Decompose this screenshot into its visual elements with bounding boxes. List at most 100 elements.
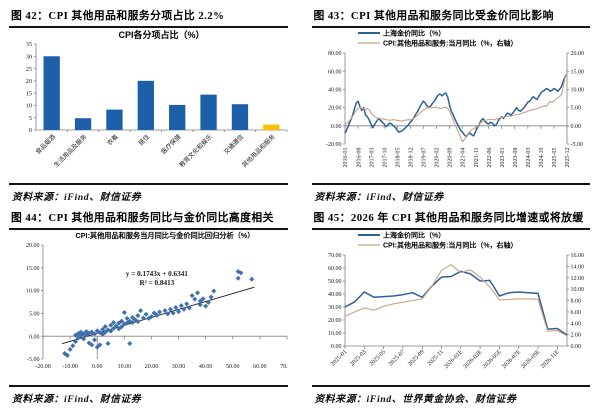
svg-text:10.00: 10.00 bbox=[570, 88, 584, 94]
svg-text:4.00: 4.00 bbox=[570, 321, 581, 327]
figure-42-panel: 图 42：CPI 其他用品和服务分项占比 2.2% CPI各分项占比（%） 0 5 1… bbox=[9, 5, 288, 203]
svg-text:0.00: 0.00 bbox=[331, 344, 342, 350]
svg-text:0: 0 bbox=[29, 127, 32, 134]
figure-45-panel: 图 45：2026 年 CPI 其他用品和服务同比增速或将放缓 上海金价同比（%… bbox=[311, 207, 591, 405]
svg-text:40.00: 40.00 bbox=[328, 88, 342, 94]
svg-text:15: 15 bbox=[26, 90, 32, 97]
svg-text:2016-08: 2016-08 bbox=[356, 148, 362, 168]
svg-text:5.00: 5.00 bbox=[570, 106, 581, 112]
svg-text:70.00: 70.00 bbox=[280, 364, 287, 370]
svg-text:2018-12: 2018-12 bbox=[408, 148, 414, 168]
svg-text:2025-01: 2025-01 bbox=[330, 349, 348, 367]
svg-text:2.00: 2.00 bbox=[570, 333, 581, 339]
svg-text:40.00: 40.00 bbox=[328, 292, 342, 298]
svg-text:2017-03: 2017-03 bbox=[369, 148, 375, 168]
svg-text:60.00: 60.00 bbox=[328, 266, 342, 272]
svg-text:2019-07: 2019-07 bbox=[421, 148, 427, 168]
svg-text:30.00: 30.00 bbox=[328, 305, 342, 311]
svg-text:R² = 0.8413: R² = 0.8413 bbox=[139, 279, 174, 287]
svg-text:2025-11: 2025-11 bbox=[426, 349, 444, 367]
svg-text:10: 10 bbox=[26, 103, 32, 110]
svg-text:-10.00: -10.00 bbox=[62, 364, 78, 370]
gold-cpi-forecast-line-chart: 上海金价同比（%）CPI:其他用品和服务:当月同比（%，右轴） 0.00 10.00… bbox=[328, 230, 584, 370]
svg-text:衣着: 衣着 bbox=[105, 133, 119, 147]
svg-text:0.00: 0.00 bbox=[570, 344, 581, 350]
svg-text:2025-03: 2025-03 bbox=[349, 349, 367, 367]
svg-text:20: 20 bbox=[26, 78, 32, 85]
svg-text:-20.00: -20.00 bbox=[35, 364, 51, 370]
svg-text:上海金价同比（%）: 上海金价同比（%） bbox=[383, 28, 445, 37]
svg-text:2026-03E: 2026-03E bbox=[462, 349, 483, 370]
figure-44-header: 图 44：CPI 其他用品和服务同比与金价同比高度相关 bbox=[9, 207, 288, 230]
svg-text:60.00: 60.00 bbox=[253, 364, 267, 370]
svg-text:10.00: 10.00 bbox=[570, 287, 584, 293]
svg-text:2026-11E: 2026-11E bbox=[539, 349, 560, 370]
svg-text:2021-04: 2021-04 bbox=[460, 148, 466, 168]
svg-text:2022-06: 2022-06 bbox=[486, 148, 492, 168]
gold-cpi-history-line-chart: 上海金价同比（%）CPI:其他用品和服务:当月同比（%，右轴） -20.00 0.0… bbox=[326, 28, 584, 168]
svg-text:-5.00: -5.00 bbox=[570, 142, 583, 148]
figure-45-chart-area: 上海金价同比（%） CPI:其他用品和服务:当月同比（%，右轴） 0.00 10.00… bbox=[312, 230, 591, 385]
svg-text:5.00: 5.00 bbox=[29, 312, 40, 318]
svg-text:10.00: 10.00 bbox=[118, 364, 132, 370]
figure-42-chart-area: CPI各分项占比（%） 0 5 10 15 20 25 30 35 食品烟酒 生活用品及服务 衣着 居住… bbox=[9, 28, 288, 183]
svg-text:5: 5 bbox=[29, 115, 32, 122]
svg-text:2021-11: 2021-11 bbox=[473, 148, 479, 168]
svg-text:40.00: 40.00 bbox=[199, 364, 213, 370]
svg-text:2025-07: 2025-07 bbox=[387, 349, 405, 367]
svg-text:15.00: 15.00 bbox=[26, 266, 40, 272]
svg-text:居住: 居住 bbox=[137, 133, 151, 147]
svg-text:2017-10: 2017-10 bbox=[382, 148, 388, 168]
svg-text:50.00: 50.00 bbox=[328, 279, 342, 285]
figure-44-panel: 图 44：CPI 其他用品和服务同比与金价同比高度相关 CPI:其他用品和服务当… bbox=[9, 207, 288, 405]
svg-text:医疗保健: 医疗保健 bbox=[159, 133, 182, 156]
svg-text:10.00: 10.00 bbox=[26, 289, 40, 295]
svg-text:2018-05: 2018-05 bbox=[395, 148, 401, 168]
svg-text:60.00: 60.00 bbox=[328, 69, 342, 75]
svg-text:y = 0.1743x + 0.6341: y = 0.1743x + 0.6341 bbox=[126, 270, 189, 278]
svg-text:2023-08: 2023-08 bbox=[512, 148, 518, 168]
svg-text:CPI:其他用品和服务:当月同比（%，右轴）: CPI:其他用品和服务:当月同比（%，右轴） bbox=[383, 240, 518, 249]
svg-text:12.00: 12.00 bbox=[570, 276, 584, 282]
svg-text:16.00: 16.00 bbox=[570, 253, 584, 259]
svg-text:其他用品和服务: 其他用品和服务 bbox=[240, 133, 276, 169]
svg-text:2025-05: 2025-05 bbox=[552, 148, 558, 168]
svg-text:2024-03: 2024-03 bbox=[526, 148, 532, 168]
svg-text:2026-07E: 2026-07E bbox=[501, 349, 522, 370]
figure-42-header: 图 42：CPI 其他用品和服务分项占比 2.2% bbox=[9, 5, 288, 28]
svg-text:CPI各分项占比（%）: CPI各分项占比（%） bbox=[118, 29, 204, 40]
svg-text:35: 35 bbox=[26, 41, 32, 48]
svg-text:25: 25 bbox=[26, 66, 32, 73]
figure-44-source: 资料来源：iFind、财信证券 bbox=[9, 385, 288, 405]
figure-43-source: 资料来源：iFind、财信证券 bbox=[311, 183, 590, 203]
svg-text:生活用品及服务: 生活用品及服务 bbox=[52, 133, 88, 169]
regression-scatter-chart: CPI:其他用品和服务当月同比与金价同比回归分析（%） -5.00 0.00 5.00… bbox=[26, 231, 288, 370]
svg-text:14.00: 14.00 bbox=[570, 264, 584, 270]
svg-text:6.00: 6.00 bbox=[570, 310, 581, 316]
svg-text:0.00: 0.00 bbox=[331, 124, 342, 130]
svg-text:20.00: 20.00 bbox=[145, 364, 159, 370]
svg-text:0.00: 0.00 bbox=[570, 124, 581, 130]
svg-text:80.00: 80.00 bbox=[328, 51, 342, 57]
svg-text:0.00: 0.00 bbox=[92, 364, 103, 370]
svg-text:20.00: 20.00 bbox=[328, 318, 342, 324]
svg-text:2025-12: 2025-12 bbox=[565, 148, 571, 168]
figure-45-source: 资料来源：iFind、世界黄金协会、财信证券 bbox=[311, 385, 590, 405]
svg-text:2026-05E: 2026-05E bbox=[481, 349, 502, 370]
svg-text:交通通信: 交通通信 bbox=[222, 133, 245, 156]
figure-44-chart-area: CPI:其他用品和服务当月同比与金价同比回归分析（%） -5.00 0.00 5.00… bbox=[9, 230, 288, 385]
svg-text:20.00: 20.00 bbox=[570, 51, 584, 57]
svg-text:上海金价同比（%）: 上海金价同比（%） bbox=[383, 230, 445, 239]
svg-text:50.00: 50.00 bbox=[226, 364, 240, 370]
svg-text:2020-09: 2020-09 bbox=[447, 148, 453, 168]
figure-42-source: 资料来源：iFind、财信证券 bbox=[9, 183, 288, 203]
svg-text:2025-05: 2025-05 bbox=[368, 349, 386, 367]
svg-text:2024-10: 2024-10 bbox=[539, 148, 545, 168]
svg-text:15.00: 15.00 bbox=[570, 69, 584, 75]
svg-text:CPI:其他用品和服务当月同比与金价同比回归分析（%）: CPI:其他用品和服务当月同比与金价同比回归分析（%） bbox=[76, 231, 255, 240]
svg-text:20.00: 20.00 bbox=[328, 106, 342, 112]
svg-text:教育文化和娱乐: 教育文化和娱乐 bbox=[178, 133, 214, 169]
svg-text:8.00: 8.00 bbox=[570, 299, 581, 305]
figure-43-chart-area: 上海金价同比（%） CPI:其他用品和服务:当月同比（%，右轴） -20.00 0.0… bbox=[312, 28, 591, 183]
